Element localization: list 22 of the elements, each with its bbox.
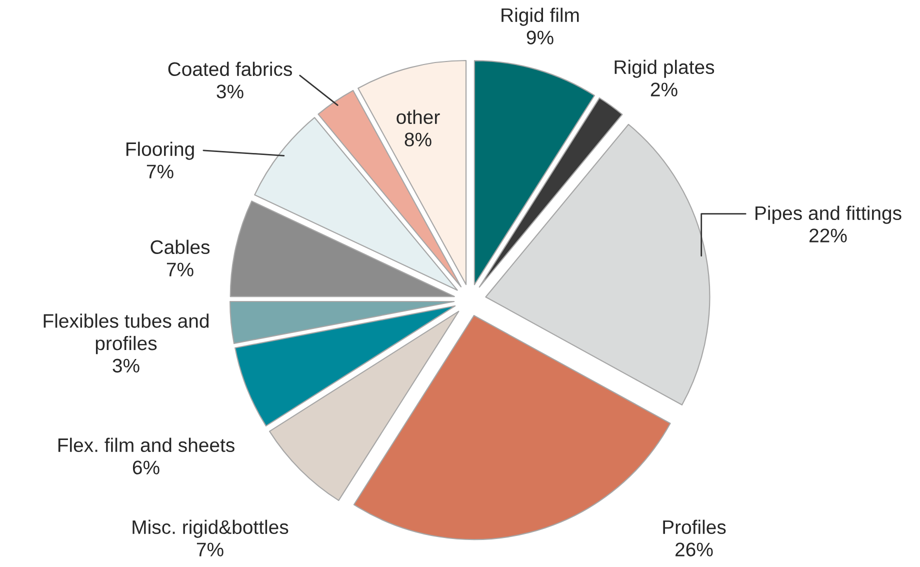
slice-label: other: [396, 110, 440, 124]
data-label: 2%: [650, 82, 678, 96]
slice-label: Pipes and fittings: [756, 206, 902, 224]
data-label: 8%: [404, 132, 432, 146]
data-label: 6%: [132, 460, 160, 474]
data-label: 7%: [166, 262, 194, 276]
data-label: 26%: [676, 542, 713, 556]
data-label: 22%: [810, 228, 847, 242]
data-label: 9%: [526, 30, 554, 44]
slice-label: Cables: [150, 240, 210, 254]
slice-label: Rigid film: [502, 8, 579, 26]
data-label: 3%: [112, 358, 140, 373]
data-label: 7%: [196, 542, 224, 556]
slice-label: Coated fabrics: [168, 62, 292, 76]
data-label: 3%: [216, 84, 244, 98]
slice-label: Flex. film and sheets: [58, 438, 234, 452]
data-label: 7%: [146, 164, 174, 178]
slice-label: Flexibles tubes and profiles: [44, 314, 209, 354]
slice-label: Misc. rigid&bottles: [132, 520, 288, 538]
slice-label: Flooring: [126, 142, 194, 160]
slice-label: Rigid plates: [614, 60, 714, 78]
slice-label: Profiles: [663, 520, 726, 534]
